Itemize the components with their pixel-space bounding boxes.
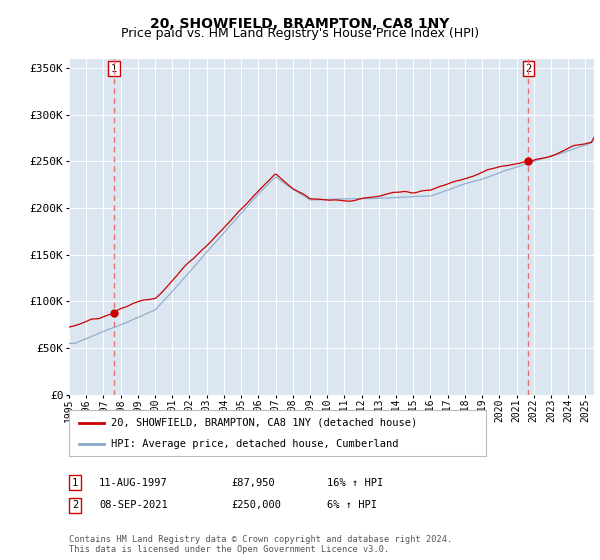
Text: 2: 2 — [525, 64, 532, 74]
Text: 11-AUG-1997: 11-AUG-1997 — [99, 478, 168, 488]
Text: HPI: Average price, detached house, Cumberland: HPI: Average price, detached house, Cumb… — [110, 439, 398, 449]
Text: 08-SEP-2021: 08-SEP-2021 — [99, 500, 168, 510]
Text: 2: 2 — [72, 500, 78, 510]
Text: Price paid vs. HM Land Registry's House Price Index (HPI): Price paid vs. HM Land Registry's House … — [121, 27, 479, 40]
Text: 16% ↑ HPI: 16% ↑ HPI — [327, 478, 383, 488]
Text: 1: 1 — [72, 478, 78, 488]
Text: Contains HM Land Registry data © Crown copyright and database right 2024.
This d: Contains HM Land Registry data © Crown c… — [69, 535, 452, 554]
Text: 1: 1 — [111, 64, 117, 74]
Text: £250,000: £250,000 — [231, 500, 281, 510]
Text: 20, SHOWFIELD, BRAMPTON, CA8 1NY: 20, SHOWFIELD, BRAMPTON, CA8 1NY — [151, 17, 449, 31]
Text: 20, SHOWFIELD, BRAMPTON, CA8 1NY (detached house): 20, SHOWFIELD, BRAMPTON, CA8 1NY (detach… — [110, 418, 417, 428]
Text: 6% ↑ HPI: 6% ↑ HPI — [327, 500, 377, 510]
Text: £87,950: £87,950 — [231, 478, 275, 488]
